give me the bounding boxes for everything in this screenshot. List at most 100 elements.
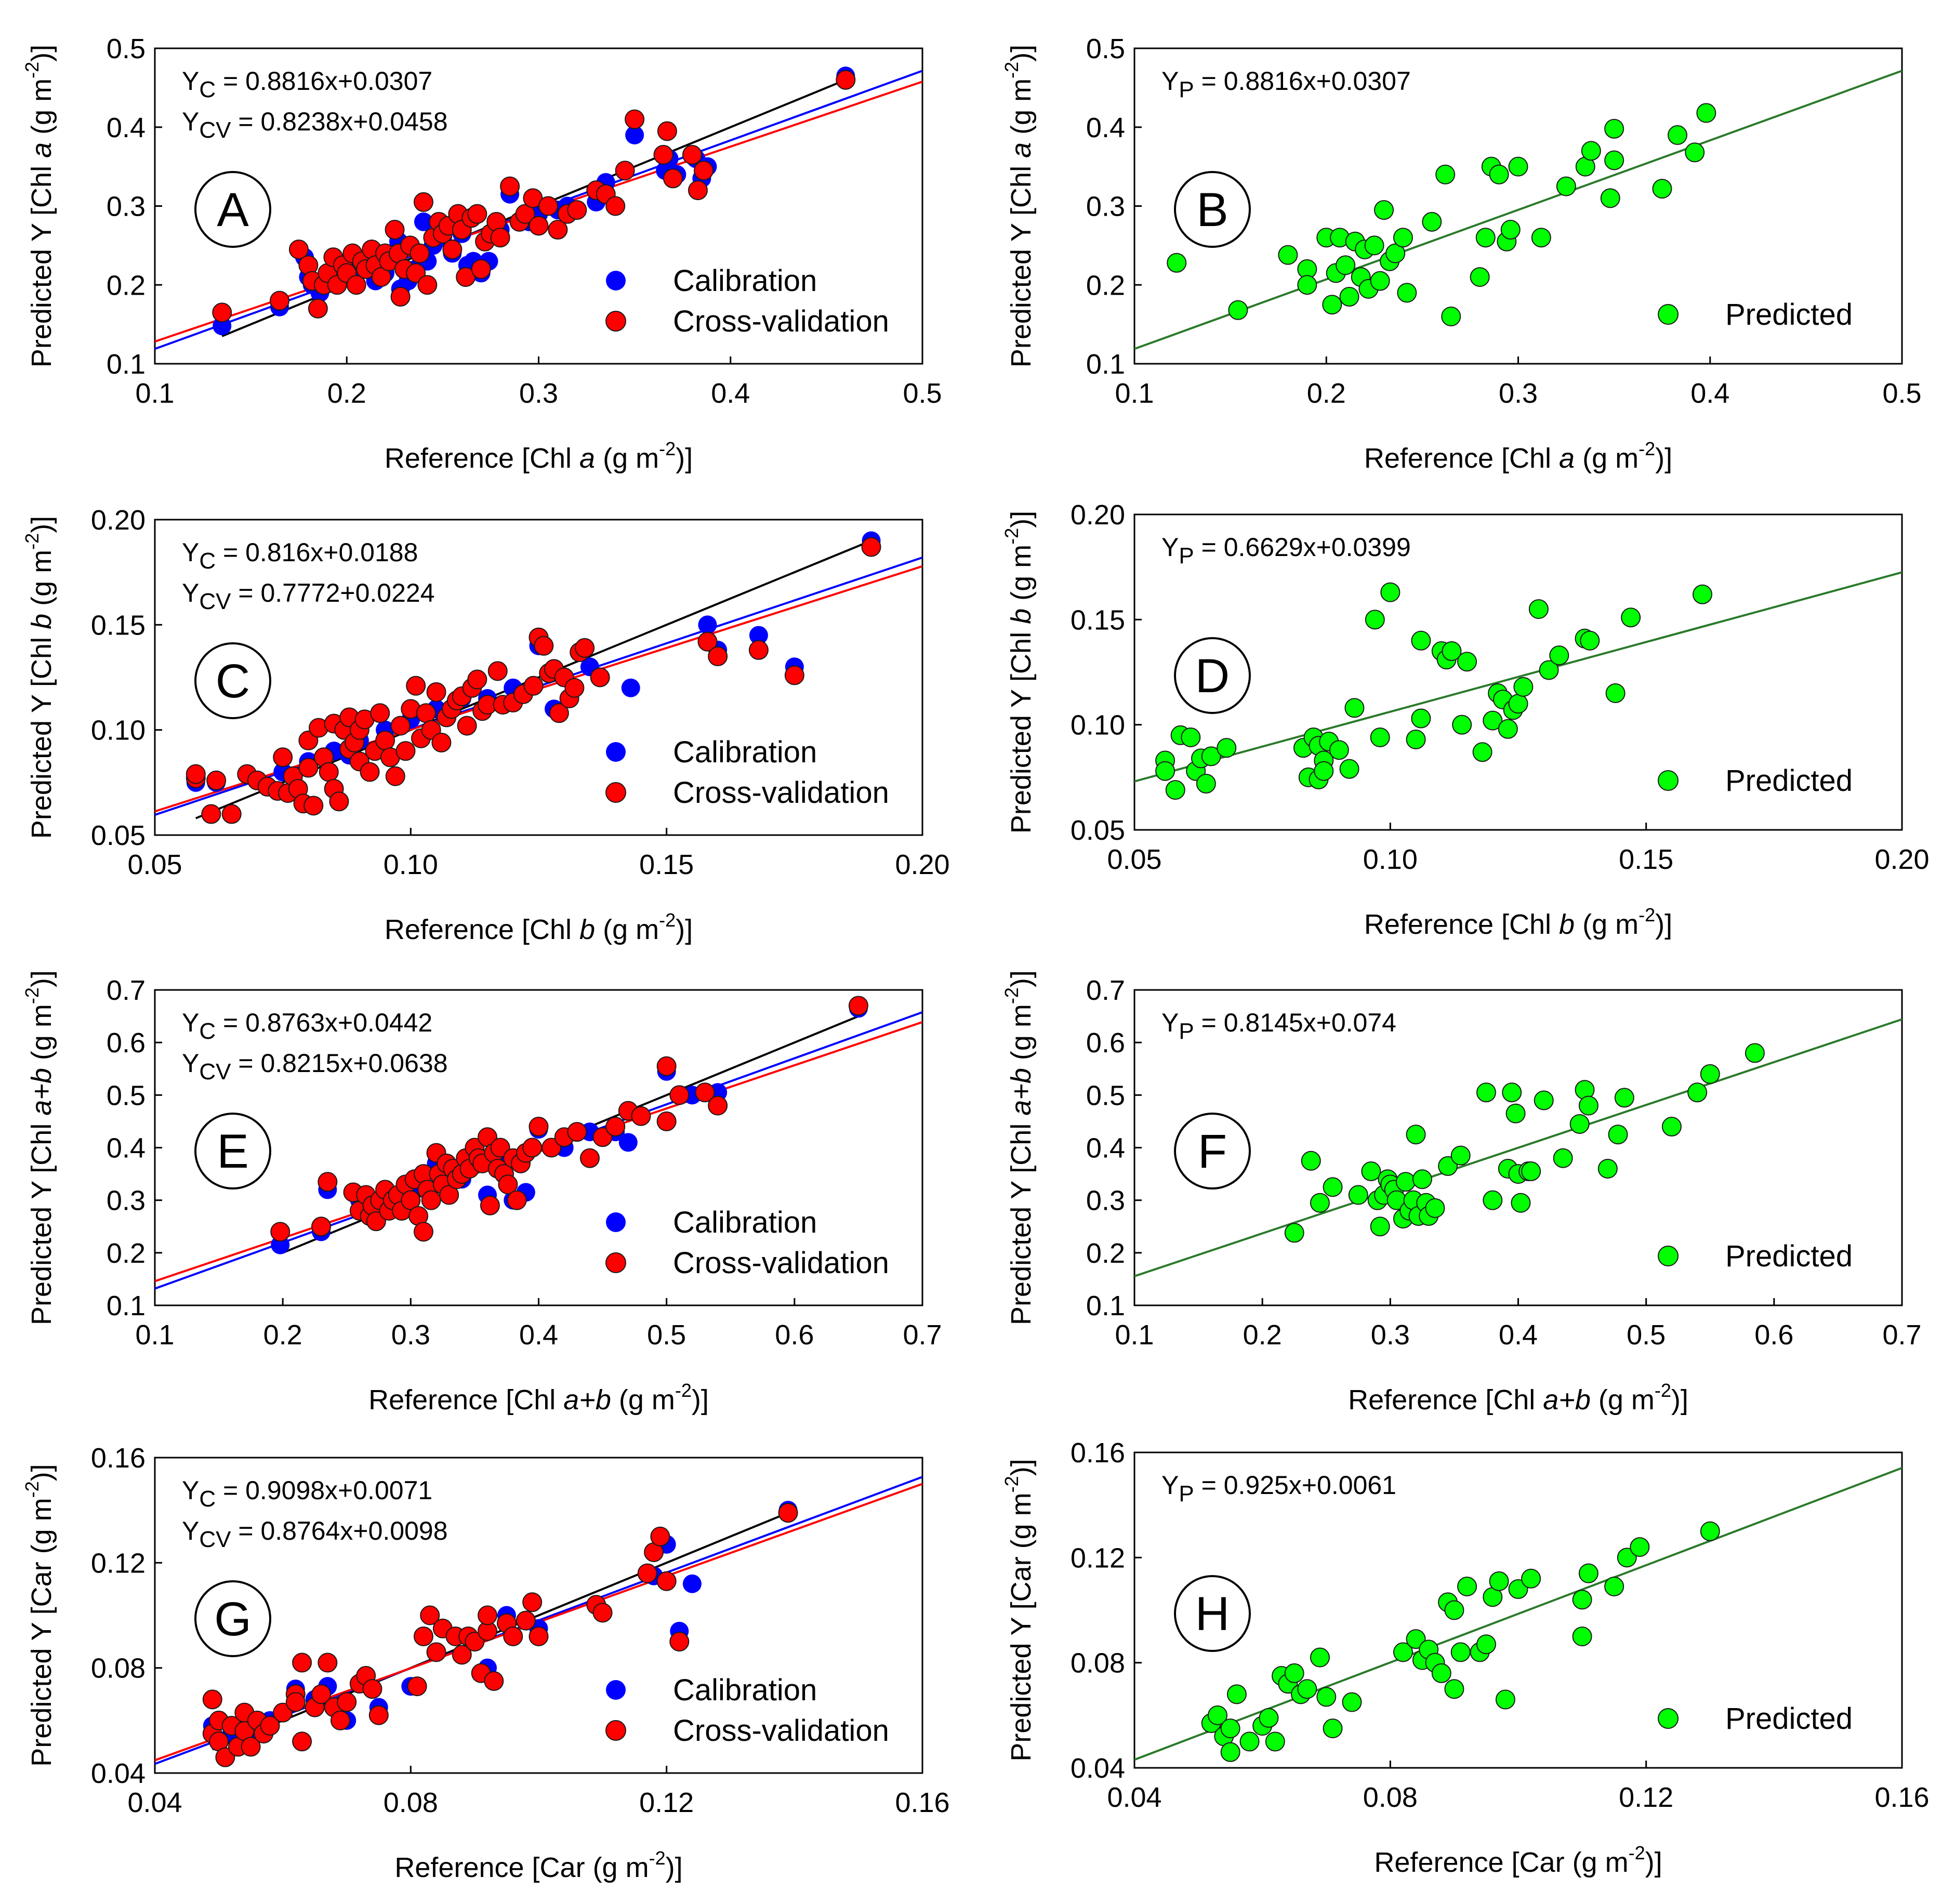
data-points xyxy=(202,1501,798,1767)
plot-frame xyxy=(1133,1451,1903,1769)
label-text: b xyxy=(1559,909,1575,940)
regression-equation: YCV = 0.8238x+0.0458 xyxy=(182,107,448,143)
label-text: b xyxy=(1006,609,1037,624)
series-cross-validation xyxy=(270,996,868,1242)
label-text: a+b xyxy=(1006,1068,1037,1116)
regression-equation: YP = 0.6629x+0.0399 xyxy=(1161,533,1411,568)
equation-text: = 0.925x+0.0061 xyxy=(1194,1471,1396,1500)
data-point xyxy=(308,298,328,319)
data-point xyxy=(503,1626,523,1646)
data-point xyxy=(490,1138,510,1158)
data-point xyxy=(1483,710,1503,731)
y-tick-label: 0.5 xyxy=(1086,33,1125,64)
regression-equation: YC = 0.816x+0.0188 xyxy=(182,538,418,574)
data-point xyxy=(1297,1679,1317,1699)
panel-h: 0.04 0.08 0.12 0.16 0.04 0.08 0.12 0.16 Referenc… xyxy=(1001,1437,1930,1878)
x-axis-label: Reference [Car (g m-2)] xyxy=(1374,1842,1662,1878)
label-text: )] xyxy=(1006,45,1037,62)
data-point xyxy=(311,1217,332,1237)
data-point xyxy=(579,1148,600,1168)
equation-subscript: P xyxy=(1179,1019,1194,1044)
equation-subscript: CV xyxy=(199,1527,231,1552)
equation-text: Y xyxy=(1161,1471,1179,1500)
label-text: Reference [Chl xyxy=(385,443,579,474)
data-point xyxy=(319,762,339,782)
data-point xyxy=(1617,1548,1637,1568)
legend-label: Predicted xyxy=(1725,1702,1853,1736)
data-point xyxy=(413,1222,433,1242)
data-points xyxy=(212,67,856,336)
data-point xyxy=(395,741,416,761)
series-predicted xyxy=(1167,103,1716,326)
label-superscript: -2 xyxy=(21,987,43,1004)
x-tick-label: 0.1 xyxy=(1115,378,1154,409)
data-point xyxy=(656,1111,677,1131)
data-point xyxy=(1489,164,1509,184)
y-axis-label: Predicted Y [Chl a+b (g m-2)] xyxy=(1001,970,1037,1325)
y-axis-label: Predicted Y [Chl a (g m-2)] xyxy=(1001,45,1037,367)
equation-subscript: CV xyxy=(199,1059,231,1085)
data-point xyxy=(669,1085,690,1105)
plot-frame xyxy=(154,519,923,836)
y-tick-label: 0.20 xyxy=(1071,499,1125,531)
equation-text: = 0.9098x+0.0071 xyxy=(216,1476,432,1505)
data-point xyxy=(375,730,395,750)
legend: Calibration Cross-validation xyxy=(605,735,889,810)
equation-text: Y xyxy=(182,1516,199,1545)
data-point xyxy=(1329,740,1349,760)
data-point xyxy=(215,1747,235,1767)
data-point xyxy=(1700,1064,1720,1084)
label-text: Reference [Chl xyxy=(385,914,579,945)
data-point xyxy=(592,1127,613,1147)
data-point xyxy=(529,1117,549,1137)
data-points xyxy=(1167,103,1716,326)
regression-equation: YCV = 0.8764x+0.0098 xyxy=(182,1516,448,1552)
data-point xyxy=(1508,156,1528,177)
data-point xyxy=(1226,1684,1247,1704)
label-superscript: -2 xyxy=(21,533,43,550)
x-tick-label: 0.3 xyxy=(519,378,558,409)
panel-label-circle xyxy=(194,1580,271,1657)
data-point xyxy=(1580,630,1600,651)
x-tick-label: 0.4 xyxy=(711,378,750,409)
data-point xyxy=(213,316,232,336)
data-point xyxy=(417,275,438,295)
label-text: Reference [Chl xyxy=(1364,443,1559,474)
data-point xyxy=(1265,1731,1285,1752)
label-text: Reference [Chl xyxy=(1364,909,1559,940)
equation-subscript: C xyxy=(199,77,216,102)
data-point xyxy=(1667,125,1687,145)
data-point xyxy=(1165,780,1185,800)
label-superscript: -2 xyxy=(1639,904,1655,925)
legend: Calibration Cross-validation xyxy=(605,1206,889,1280)
data-point xyxy=(1556,176,1576,196)
x-axis-label: Reference [Chl b (g m-2)] xyxy=(385,909,693,945)
x-tick-label: 0.05 xyxy=(1107,844,1161,875)
y-tick-label: 0.10 xyxy=(91,715,146,746)
y-tick-label: 0.4 xyxy=(1086,112,1125,143)
data-point xyxy=(1310,1647,1330,1668)
x-tick-label: 0.16 xyxy=(1874,1782,1929,1813)
equation-subscript: P xyxy=(1179,77,1194,102)
y-tick-label: 0.10 xyxy=(1071,710,1125,741)
data-point xyxy=(1431,1663,1451,1683)
label-text: Reference [Car (g m xyxy=(394,1852,649,1883)
y-tick-label: 0.5 xyxy=(107,33,146,64)
x-axis-label: Reference [Chl b (g m-2)] xyxy=(1364,904,1672,940)
data-point xyxy=(1370,271,1390,291)
label-superscript: -2 xyxy=(1001,528,1022,545)
data-point xyxy=(1284,1223,1304,1243)
data-point xyxy=(1284,1663,1304,1683)
label-superscript: -2 xyxy=(1001,62,1022,78)
x-tick-label: 0.12 xyxy=(1619,1782,1673,1813)
label-text: )] xyxy=(26,516,57,533)
data-point xyxy=(1614,1088,1634,1108)
data-point xyxy=(637,1563,657,1583)
x-tick-label: 0.10 xyxy=(384,849,438,880)
panel-label: H xyxy=(1195,1588,1230,1641)
data-point xyxy=(625,125,644,144)
x-tick-label: 0.2 xyxy=(327,378,366,409)
legend-label: Calibration xyxy=(673,735,817,769)
series-predicted xyxy=(1201,1521,1720,1762)
panel-f: 0.1 0.2 0.3 0.4 0.5 0.6 0.7 0.1 0.2 0.3 0.4 0.5 0.6 0… xyxy=(1001,970,1922,1416)
